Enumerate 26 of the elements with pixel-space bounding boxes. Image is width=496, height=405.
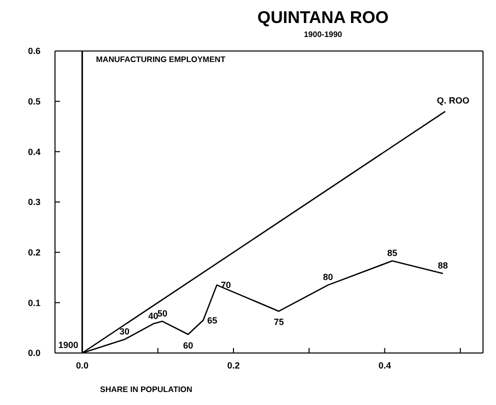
annotation: 70 — [220, 280, 231, 290]
annotation: 60 — [183, 340, 194, 350]
annotation: 65 — [207, 315, 218, 326]
annotation: 75 — [274, 317, 284, 328]
chart-subtitle: 1900-1990 — [302, 30, 344, 39]
annotation: 80 — [322, 272, 333, 282]
annotation: 30 — [120, 326, 130, 336]
y-tick-label: 0.4 — [28, 146, 41, 157]
x-tick-label: 0.0 — [76, 360, 88, 370]
y-tick-label: 0.3 — [28, 197, 41, 208]
series-label: Q. ROO — [436, 95, 470, 106]
annotation: 40 — [148, 310, 158, 321]
annotation: 50 — [157, 308, 168, 318]
y-tick-label: 0.2 — [28, 248, 41, 258]
x-tick-label: 0.2 — [227, 360, 240, 370]
y-tick-label: 0.0 — [28, 348, 41, 358]
y-tick-label: 0.5 — [28, 96, 41, 107]
annotation: 88 — [438, 260, 448, 270]
chart-title: QUINTANA ROO — [256, 8, 390, 28]
y-axis-title: MANUFACTURING EMPLOYMENT — [96, 55, 226, 64]
annotation: 85 — [387, 248, 398, 258]
y-tick-label: 0.6 — [28, 46, 41, 56]
x-axis-title: SHARE IN POPULATION — [100, 385, 192, 394]
x-tick-label: 0.4 — [378, 360, 391, 370]
annotation: 1900 — [58, 340, 78, 350]
y-tick-label: 0.1 — [28, 298, 41, 308]
